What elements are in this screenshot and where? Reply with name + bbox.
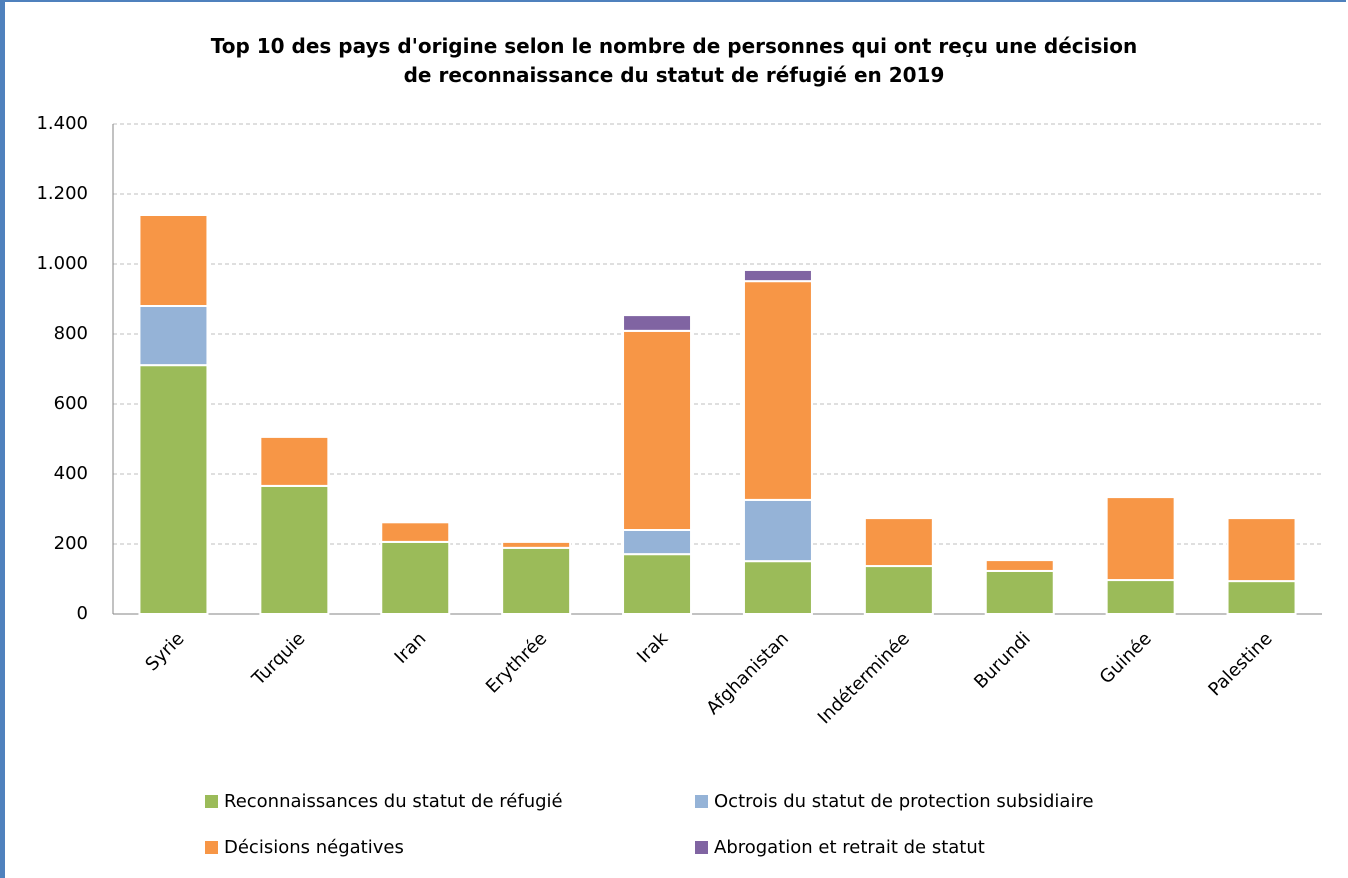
legend-label: Abrogation et retrait de statut <box>714 837 985 858</box>
bar-segment <box>501 546 572 615</box>
chart-title: Top 10 des pays d'origine selon le nombr… <box>210 34 1138 87</box>
legend-swatch <box>695 841 708 854</box>
x-tick-label: Syrie <box>141 628 188 675</box>
bar-segment <box>863 565 934 615</box>
y-tick-label: 1.000 <box>36 253 88 274</box>
bar-segment <box>622 314 693 332</box>
legend-label: Décisions négatives <box>224 837 404 858</box>
x-tick-label: Burundi <box>970 628 1035 693</box>
x-tick-label: Indéterminée <box>814 628 914 728</box>
bar-segment <box>984 559 1055 572</box>
x-tick-label: Afghanistan <box>702 628 793 719</box>
x-tick-label: Irak <box>633 628 672 667</box>
x-tick-label: Palestine <box>1204 628 1276 700</box>
y-tick-label: 800 <box>54 323 88 344</box>
y-tick-label: 600 <box>54 393 88 414</box>
y-tick-label: 0 <box>77 603 88 624</box>
x-tick-label: Guinée <box>1096 628 1156 688</box>
bar-segment <box>380 540 451 616</box>
legend-label: Reconnaissances du statut de réfugié <box>224 791 563 812</box>
x-tick-label: Iran <box>391 628 431 668</box>
y-tick-label: 400 <box>54 463 88 484</box>
bar-segment <box>622 329 693 531</box>
bar-segment <box>742 560 813 616</box>
bar-segment <box>622 529 693 556</box>
bar-segment <box>863 517 934 568</box>
legend-swatch <box>205 795 218 808</box>
bar-segment <box>259 435 330 487</box>
bar-segment <box>501 540 572 549</box>
bar-segment <box>1226 580 1297 615</box>
x-tick-label: Turquie <box>247 628 309 690</box>
bar-segment <box>259 484 330 615</box>
y-tick-label: 200 <box>54 533 88 554</box>
bar-segment <box>1105 579 1176 615</box>
y-tick-label: 1.200 <box>36 183 88 204</box>
bar-segment <box>1226 517 1297 583</box>
bar-segment <box>138 214 209 307</box>
bar-segment <box>622 553 693 616</box>
bar-segment <box>138 364 209 615</box>
bar-segment <box>984 569 1055 616</box>
bar-segment <box>742 268 813 283</box>
x-tick-label: Erythrée <box>482 628 551 697</box>
bar-segment <box>138 305 209 367</box>
bar-segment <box>380 521 451 543</box>
bar-segment <box>742 498 813 563</box>
y-tick-label: 1.400 <box>36 113 88 134</box>
bar-segment <box>742 280 813 501</box>
legend-swatch <box>695 795 708 808</box>
legend-swatch <box>205 841 218 854</box>
bar-segment <box>1105 496 1176 582</box>
legend-label: Octrois du statut de protection subsidia… <box>714 791 1094 812</box>
